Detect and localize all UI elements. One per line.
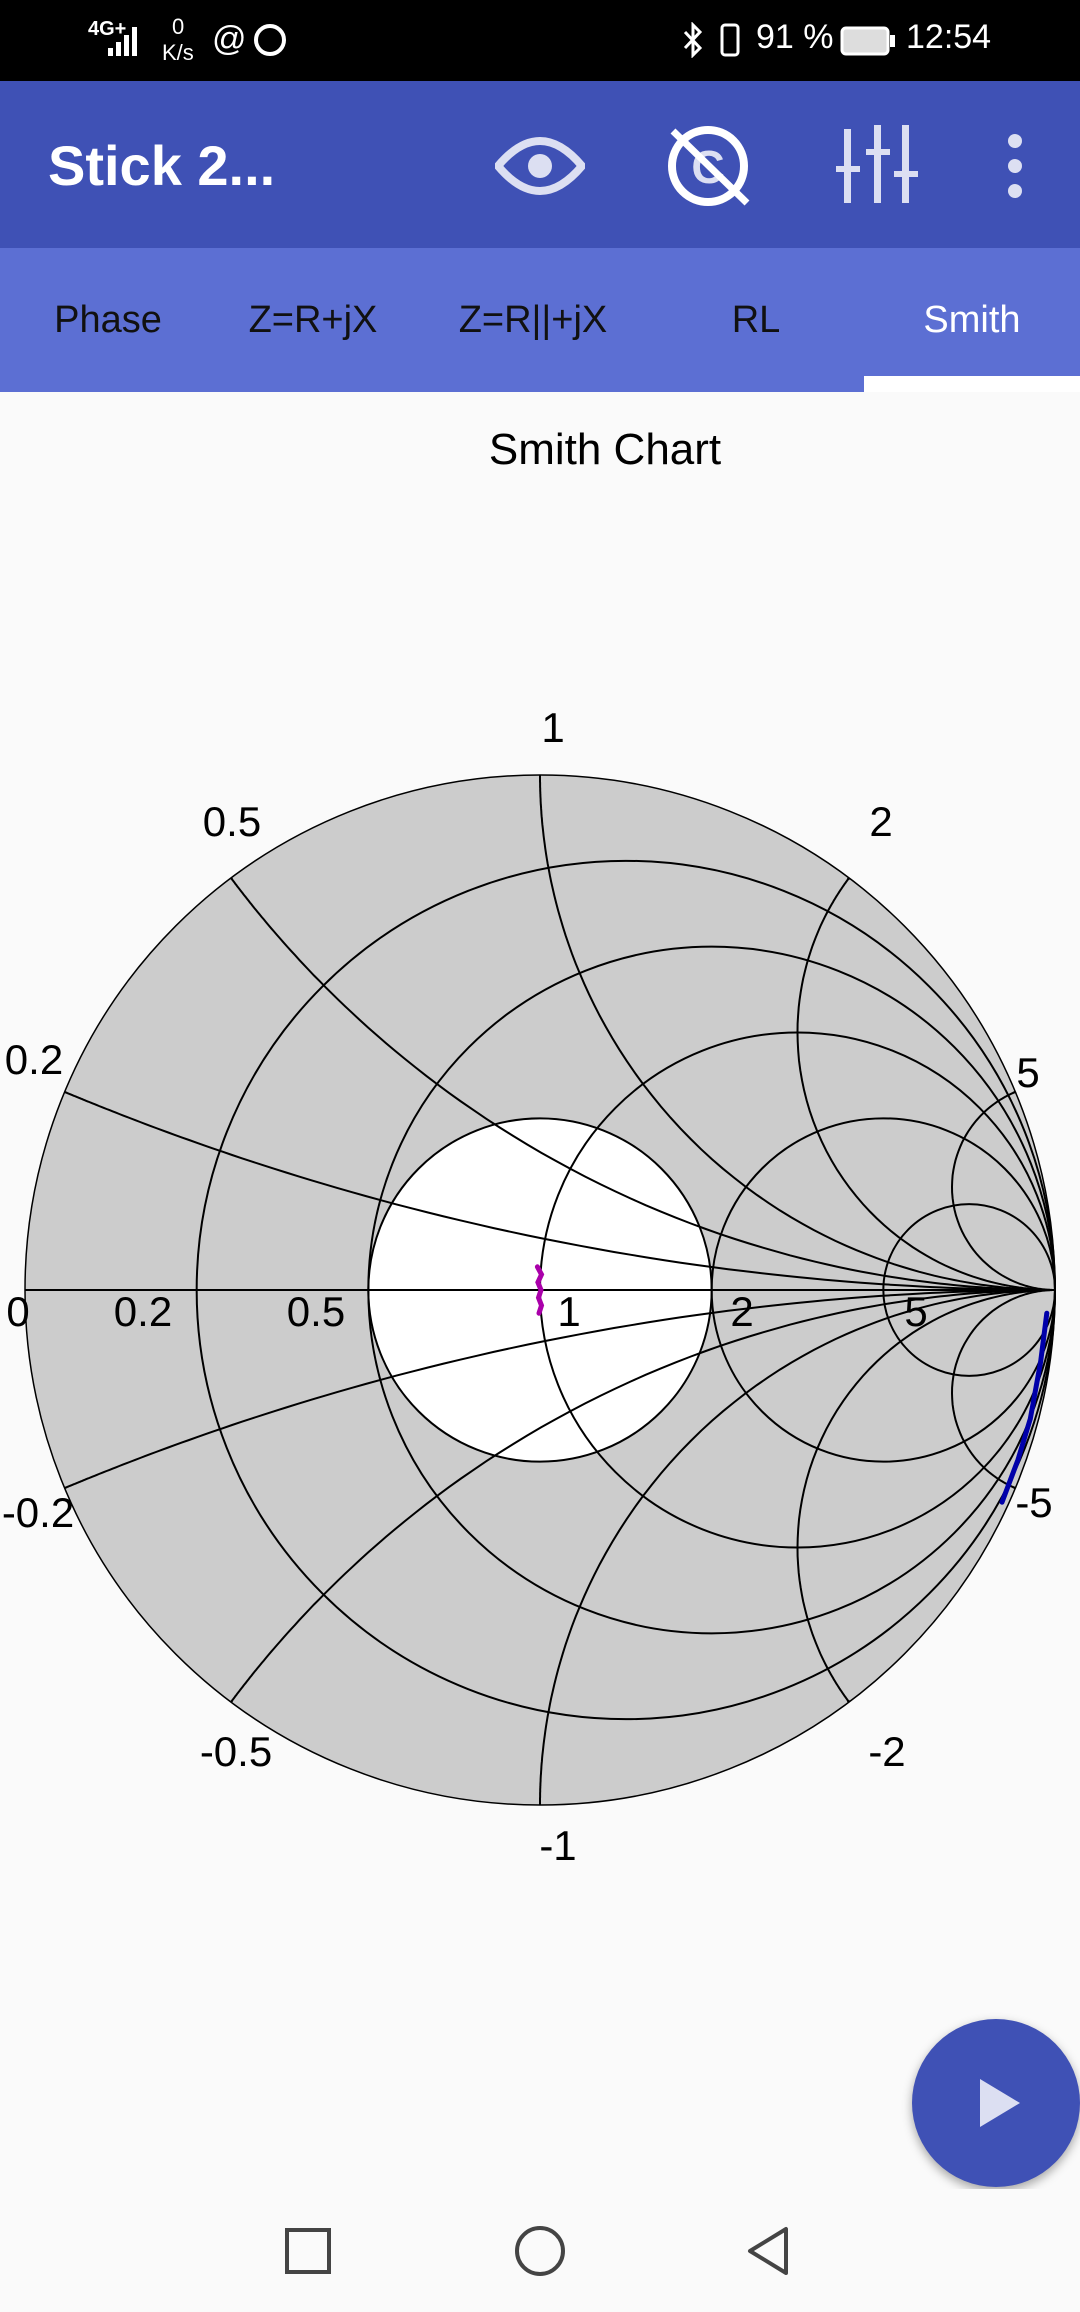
bluetooth-icon: [683, 22, 703, 58]
vibrate-icon: [720, 23, 740, 57]
reactance-label: -1: [539, 1822, 576, 1869]
tab-return-loss[interactable]: RL: [731, 299, 781, 341]
resistance-label: 2: [730, 1288, 753, 1335]
play-icon: [980, 2079, 1020, 2127]
data-trace: [534, 1264, 545, 1316]
network-type: 4G+: [88, 18, 127, 40]
back-icon[interactable]: [742, 2223, 798, 2279]
app-toolbar: Stick 2... C: [0, 81, 1080, 248]
tab-series-impedance[interactable]: Z=R+jX: [248, 299, 378, 341]
battery-icon: [840, 26, 895, 56]
whatsapp-icon: [254, 24, 286, 56]
speed-value: 0: [172, 14, 185, 39]
eye-icon[interactable]: [495, 121, 585, 211]
toolbar-title: Stick 2...: [48, 134, 276, 197]
play-button[interactable]: [912, 2019, 1080, 2187]
tab-parallel-impedance[interactable]: Z=R||+jX: [458, 299, 608, 341]
resistance-label: 0.5: [287, 1288, 345, 1335]
sliders-icon[interactable]: [832, 121, 922, 211]
battery-level: 91 %: [756, 18, 834, 56]
reactance-label: 2: [869, 798, 892, 845]
active-tab-indicator: [864, 376, 1080, 392]
reactance-label: 0.5: [203, 798, 261, 845]
resistance-label: 5: [904, 1288, 927, 1335]
resistance-label: 0: [6, 1288, 29, 1335]
resistance-label: 0.2: [114, 1288, 172, 1335]
speed-unit: K/s: [162, 40, 194, 65]
clock: 12:54: [906, 18, 992, 56]
status-bar: 4G+ 0 K/s @ 91 % 12:54: [0, 0, 1080, 81]
navigation-bar: [0, 2189, 1080, 2312]
resistance-label: 1: [557, 1288, 580, 1335]
at-icon: @: [212, 20, 247, 58]
home-icon[interactable]: [512, 2223, 568, 2279]
reactance-label: 0.2: [5, 1036, 63, 1083]
tab-bar: Phase Z=R+jX Z=R||+jX RL Smith: [0, 248, 1080, 392]
reactance-label: 5: [1016, 1049, 1039, 1096]
reactance-label: -5: [1015, 1479, 1052, 1526]
reactance-label: 1: [541, 704, 564, 751]
chart-title: Smith Chart: [488, 425, 722, 474]
tab-smith[interactable]: Smith: [923, 299, 1021, 341]
more-vert-icon[interactable]: [970, 121, 1060, 211]
reactance-label: -0.5: [200, 1728, 272, 1775]
signal-icon: [108, 27, 137, 56]
reactance-label: -2: [868, 1728, 905, 1775]
autoscale-off-icon[interactable]: C: [663, 121, 753, 211]
data-trace: [999, 1310, 1050, 1505]
tab-phase[interactable]: Phase: [54, 299, 162, 341]
reactance-label: -0.2: [2, 1489, 74, 1536]
recents-icon[interactable]: [282, 2225, 334, 2277]
